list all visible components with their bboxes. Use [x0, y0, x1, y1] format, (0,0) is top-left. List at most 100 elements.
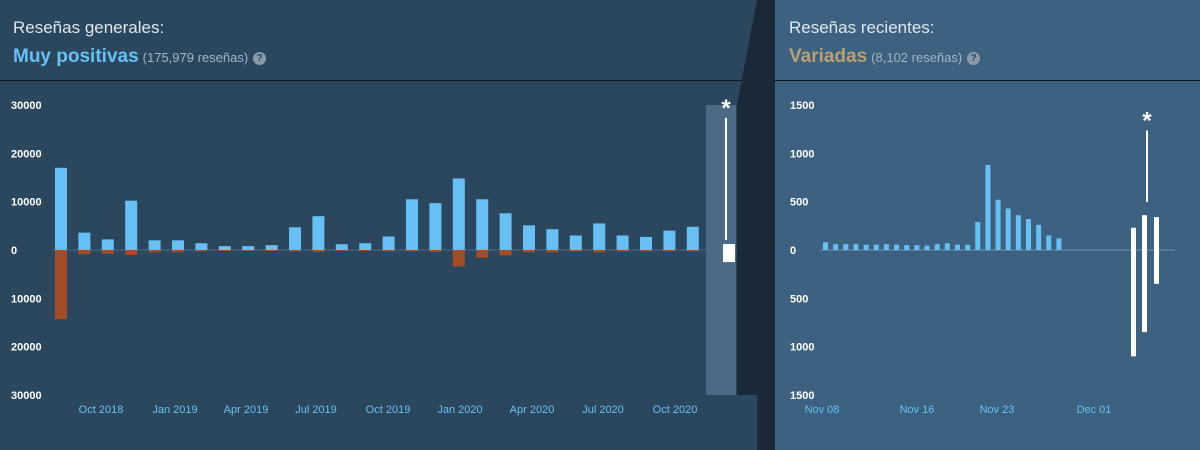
y-tick-label: 1500 — [790, 100, 814, 112]
positive-bar — [863, 244, 869, 250]
negative-bar — [686, 250, 699, 252]
overall-reviews-panel: Reseñas generales: Muy positivas (175,979… — [0, 0, 775, 450]
negative-bar — [195, 250, 208, 252]
x-tick-label: Oct 2020 — [653, 404, 698, 416]
overall-help-icon[interactable]: ? — [253, 52, 267, 65]
positive-bar — [995, 199, 1001, 250]
positive-bar — [406, 199, 418, 250]
positive-bar — [429, 203, 442, 250]
negative-bar — [125, 250, 138, 255]
negative-bar — [55, 250, 67, 320]
positive-bar — [873, 244, 879, 250]
positive-bar — [663, 230, 676, 250]
positive-bar — [569, 235, 582, 250]
x-tick-label: Nov 08 — [805, 404, 840, 416]
positive-bar — [593, 223, 606, 250]
negative-bar — [640, 250, 652, 252]
positive-bar — [242, 246, 255, 250]
negative-bar — [78, 250, 91, 255]
positive-bar — [965, 244, 971, 250]
x-tick-label: Dec 01 — [1077, 404, 1112, 416]
positive-bar — [218, 246, 231, 250]
negative-bar — [452, 250, 465, 267]
y-tick-label: 20000 — [11, 148, 42, 160]
positive-bar — [1056, 238, 1062, 250]
x-tick-label: Oct 2019 — [366, 404, 411, 416]
positive-bar — [1036, 224, 1042, 250]
positive-bar — [499, 213, 512, 250]
overall-summary[interactable]: Muy positivas — [13, 46, 139, 67]
x-tick-label: Jan 2019 — [152, 404, 197, 416]
positive-bar — [1026, 219, 1031, 250]
y-tick-label: 10000 — [11, 197, 42, 209]
y-tick-label: 0 — [790, 245, 796, 257]
recent-title: Reseñas recientes: — [789, 18, 935, 37]
negative-bar — [359, 250, 372, 251]
x-tick-label: Apr 2019 — [224, 404, 269, 416]
negative-bar — [148, 250, 161, 253]
positive-bar — [883, 244, 889, 250]
negative-bar — [335, 250, 348, 251]
negative-bar — [265, 250, 278, 251]
recent-help-icon[interactable]: ? — [967, 52, 981, 65]
y-tick-label: 0 — [11, 245, 17, 257]
positive-bar — [843, 244, 849, 250]
positive-bar — [975, 221, 981, 250]
negative-bar — [616, 250, 629, 252]
positive-bar — [954, 244, 960, 250]
positive-bar — [172, 240, 184, 250]
positive-bar — [78, 232, 91, 250]
negative-bar — [476, 250, 489, 258]
overall-header: Reseñas generales: Muy positivas (175,979… — [0, 0, 775, 81]
y-tick-label: 500 — [790, 293, 808, 305]
positive-bar — [616, 235, 629, 250]
positive-bar — [833, 244, 839, 250]
x-tick-label: Nov 23 — [980, 404, 1015, 416]
recent-marker-line — [1146, 130, 1148, 202]
positive-bar — [359, 243, 372, 250]
positive-bar — [934, 244, 940, 250]
recent-marker-asterisk: * — [721, 95, 731, 122]
x-tick-label: Jan 2020 — [437, 404, 482, 416]
negative-bar — [499, 250, 512, 256]
negative-bar — [289, 250, 301, 252]
positive-bar — [265, 245, 278, 250]
y-tick-label: 30000 — [11, 100, 42, 112]
positive-bar — [914, 245, 920, 250]
positive-bar — [686, 226, 699, 250]
positive-bar — [335, 244, 348, 250]
recent-count: (8,102 reseñas) — [871, 50, 963, 65]
recent-reviews-panel: Reseñas recientes: Variadas (8,102 reseña… — [775, 0, 1200, 450]
y-tick-label: 500 — [790, 197, 808, 209]
y-tick-label: 20000 — [11, 342, 42, 354]
positive-bar — [985, 164, 991, 250]
positive-bar — [924, 245, 930, 250]
negative-bar — [406, 250, 418, 252]
recent-marker-asterisk: * — [1142, 108, 1152, 135]
y-tick-label: 1500 — [790, 390, 814, 402]
recent-header: Reseñas recientes: Variadas (8,102 reseña… — [775, 0, 1200, 81]
x-tick-label: Apr 2020 — [510, 404, 555, 416]
positive-bar — [55, 167, 67, 250]
negative-bar — [523, 250, 535, 253]
positive-bar — [289, 227, 301, 250]
positive-bar — [101, 239, 114, 250]
recent-positive-bar — [1142, 215, 1147, 250]
y-tick-label: 30000 — [11, 390, 42, 402]
positive-bar — [894, 244, 900, 250]
recent-summary[interactable]: Variadas — [789, 46, 868, 67]
x-tick-label: Nov 16 — [900, 404, 935, 416]
negative-bar — [569, 250, 582, 252]
recent-chart: 1500 1000 500 0 500 1000 1500 * Nov 08 Nov 16 Nov … — [790, 100, 1175, 416]
recent-header-divider — [775, 80, 1200, 81]
overall-header-divider — [0, 80, 775, 81]
negative-bar — [546, 250, 559, 253]
negative-bar — [172, 250, 184, 253]
positive-bar — [640, 236, 652, 250]
recent-positive-bar — [1131, 227, 1136, 250]
recent-negative-bar — [1131, 250, 1136, 357]
negative-bar — [218, 250, 231, 251]
positive-bar — [1015, 215, 1021, 250]
y-tick-label: 1000 — [790, 148, 814, 160]
recent-positive-bar — [1154, 217, 1159, 250]
